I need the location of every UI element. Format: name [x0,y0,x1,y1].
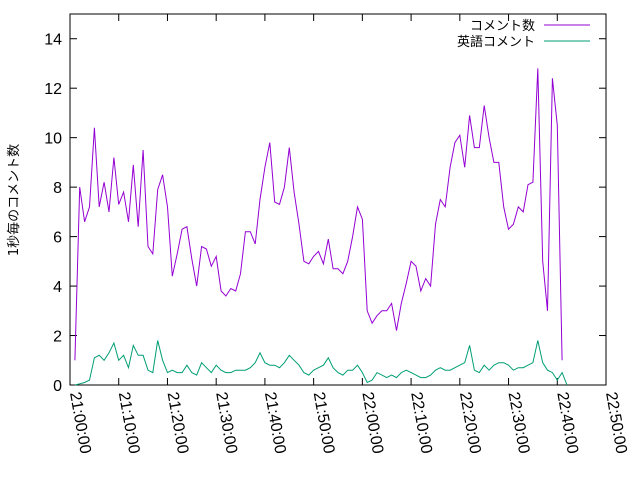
x-axis: 21:00:00 21:10:00 21:20:00 21:30:00 21:40:00… [66,14,630,455]
x-tick-label: 22:40:00 [553,391,581,455]
y-tick-label: 10 [44,131,62,148]
plot-series [74,68,568,386]
y-axis-label: 1秒毎のコメント数 [6,144,22,256]
x-tick-label: 22:50:00 [602,391,630,455]
x-tick-label: 21:00:00 [66,391,94,455]
y-tick-label: 0 [53,378,62,395]
series-line-1 [74,68,563,361]
y-tick-label: 8 [53,180,62,197]
y-tick-label: 4 [53,279,62,296]
y-tick-label: 6 [53,230,62,247]
y-tick-label: 14 [44,32,62,49]
x-tick-label: 22:20:00 [456,391,484,455]
y-axis: 0 2 4 6 8 10 12 14 [44,32,606,395]
y-tick-label: 12 [44,81,62,98]
x-tick-label: 21:20:00 [164,391,192,455]
x-tick-label: 22:00:00 [358,391,386,455]
legend: コメント数 英語コメント [457,19,590,50]
x-tick-label: 22:30:00 [505,391,533,455]
x-tick-label: 22:10:00 [407,391,435,455]
y-tick-label: 2 [53,329,62,346]
x-tick-label: 21:50:00 [310,391,338,455]
legend-label-series-2: 英語コメント [457,34,535,50]
x-tick-label: 21:30:00 [212,391,240,455]
x-tick-label: 21:40:00 [261,391,289,455]
legend-label-series-1: コメント数 [470,19,535,34]
x-tick-label: 21:10:00 [115,391,143,455]
series-line-2 [74,340,568,386]
plot-frame [69,13,607,386]
